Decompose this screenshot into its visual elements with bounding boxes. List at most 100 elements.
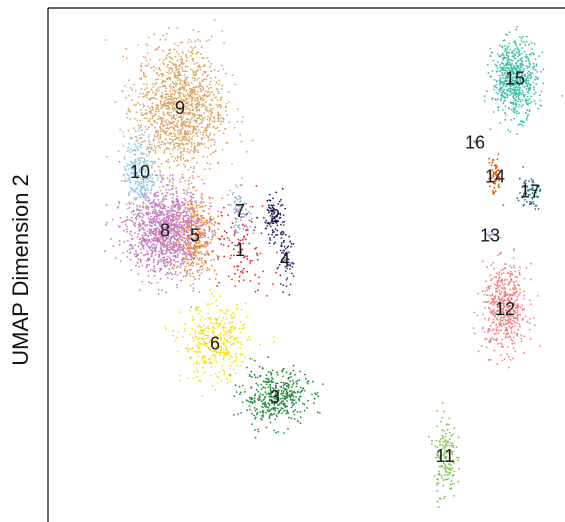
point <box>175 106 178 108</box>
point <box>440 420 442 423</box>
point <box>176 155 179 158</box>
point <box>134 190 137 193</box>
point <box>162 246 165 248</box>
point <box>222 316 225 319</box>
point <box>286 277 289 279</box>
point <box>199 53 202 56</box>
point <box>517 283 519 286</box>
point <box>188 243 191 246</box>
point <box>201 257 203 260</box>
point <box>491 293 494 296</box>
point <box>160 244 162 247</box>
point <box>188 210 191 213</box>
point <box>495 290 497 292</box>
point <box>151 206 154 209</box>
point <box>239 347 242 350</box>
point <box>151 177 154 180</box>
point <box>203 361 205 364</box>
point <box>132 210 135 213</box>
point <box>170 205 173 207</box>
point <box>134 255 137 258</box>
point <box>243 327 245 330</box>
point <box>269 386 272 388</box>
point <box>441 444 444 447</box>
point <box>162 124 165 126</box>
point <box>190 212 193 215</box>
point <box>159 95 162 98</box>
point <box>237 413 240 415</box>
point <box>187 231 189 234</box>
point <box>146 117 149 120</box>
point <box>481 345 483 347</box>
point <box>209 348 211 351</box>
point <box>187 50 190 52</box>
point <box>170 272 172 274</box>
point <box>240 184 243 187</box>
point <box>181 124 184 126</box>
point <box>129 151 132 154</box>
point <box>177 209 180 212</box>
point <box>267 379 270 382</box>
point <box>195 344 198 347</box>
point <box>183 210 186 213</box>
point <box>123 158 126 160</box>
point <box>266 295 268 297</box>
point <box>182 177 185 180</box>
point <box>442 479 445 481</box>
point <box>180 62 183 65</box>
point <box>436 410 438 412</box>
point <box>160 260 163 263</box>
point <box>280 407 283 409</box>
point <box>210 345 213 348</box>
point <box>290 390 293 392</box>
point <box>283 388 286 391</box>
point <box>157 130 160 132</box>
point <box>154 270 157 273</box>
point <box>206 162 209 165</box>
point <box>523 351 526 354</box>
point <box>176 211 179 214</box>
point <box>171 193 174 195</box>
point <box>489 359 491 361</box>
point <box>122 252 125 254</box>
point <box>162 113 165 115</box>
point <box>181 258 184 261</box>
point <box>159 69 162 72</box>
point <box>216 105 219 108</box>
point <box>299 386 302 389</box>
point <box>171 187 174 190</box>
point <box>500 319 502 322</box>
point <box>227 214 230 217</box>
point <box>171 273 174 276</box>
point <box>174 224 177 226</box>
point <box>181 52 184 54</box>
point <box>169 260 172 262</box>
point <box>212 217 215 220</box>
point <box>178 244 181 247</box>
point <box>450 469 452 471</box>
point <box>130 166 133 169</box>
point <box>143 117 146 120</box>
point <box>152 163 154 165</box>
point <box>235 303 238 306</box>
point <box>203 182 206 185</box>
point <box>266 377 269 380</box>
point <box>176 133 179 136</box>
point <box>153 206 156 209</box>
point <box>217 346 220 349</box>
point <box>291 391 294 393</box>
point <box>269 237 271 240</box>
point <box>156 122 159 125</box>
point <box>279 274 282 277</box>
point <box>168 209 170 212</box>
point <box>261 402 264 405</box>
point <box>280 245 283 248</box>
point <box>143 239 146 242</box>
point <box>194 221 197 224</box>
point <box>190 206 192 208</box>
point <box>161 117 163 120</box>
point <box>130 201 133 204</box>
point <box>512 319 514 322</box>
point <box>158 89 161 92</box>
point <box>295 385 298 388</box>
